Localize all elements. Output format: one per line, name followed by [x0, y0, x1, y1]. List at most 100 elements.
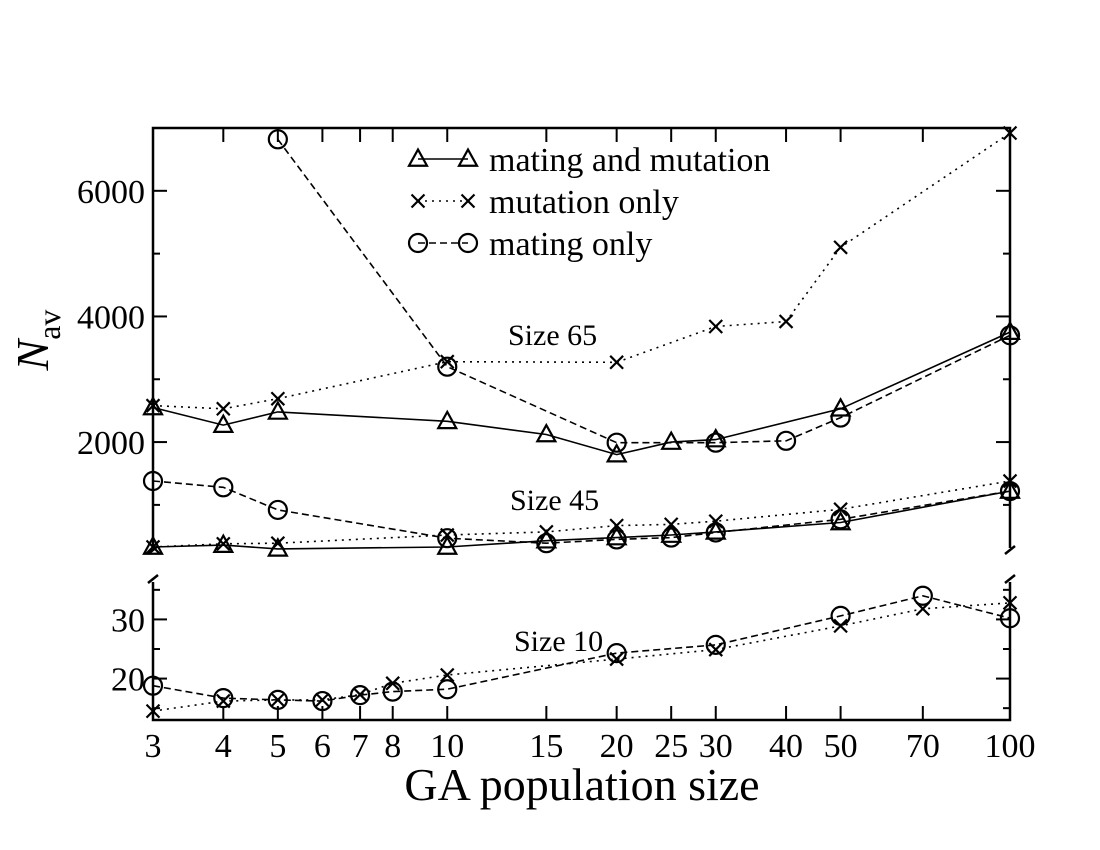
point-size-45-mating-only-x5 — [267, 499, 288, 521]
point-size-65-mating-and-mutation-x100 — [999, 320, 1021, 340]
series-line-size-45-mating-only — [152, 480, 1011, 545]
y-axis-title-subscript: av — [31, 310, 67, 340]
point-size-65-mating-only-x50 — [830, 407, 851, 428]
point-size-45-mating-and-mutation-x3 — [142, 535, 164, 555]
upper-ytick-label-4000: 4000 — [77, 299, 145, 336]
point-size-45-mating-and-mutation-x30 — [704, 520, 727, 540]
xtick-label-3: 3 — [145, 728, 162, 765]
point-size-65-mating-and-mutation-x3 — [142, 395, 164, 416]
xtick-label-8: 8 — [384, 728, 401, 765]
point-size-65-mutation-only-x3 — [145, 398, 161, 413]
point-size-65-mating-only-x20 — [606, 432, 627, 453]
legend-marker-left-mutation-only — [410, 193, 426, 209]
point-size-10-mutation-only-x10 — [439, 667, 455, 683]
point-size-45-mating-only-x30 — [705, 522, 726, 543]
point-size-65-mating-only-x5 — [267, 129, 288, 150]
upper-ytick-label-6000: 6000 — [77, 174, 145, 211]
point-size-45-mutation-only-x3 — [145, 539, 161, 555]
x-axis-title: GA population size — [404, 759, 759, 810]
point-size-45-mating-and-mutation-x25 — [660, 523, 683, 543]
point-size-10-mutation-only-x6-stroke-b — [315, 692, 330, 708]
point-size-10-mating-only-x5 — [267, 689, 288, 710]
annotation-size-10: Size 10 — [514, 625, 603, 658]
point-size-10-mutation-only-x6 — [315, 692, 330, 708]
xtick-label-6: 6 — [314, 728, 331, 765]
legend-symbol-mating-and-mutation — [407, 147, 479, 167]
series-line-size-65-mating-only — [277, 138, 1011, 444]
point-size-45-mating-and-mutation-x15 — [535, 528, 558, 549]
point-size-10-mutation-only-x7 — [352, 687, 368, 702]
tick-labels: 2000 4000 6000 20 30 3 4 5 6 7 8 10 15 20 25 30 40 50 70 10… — [77, 174, 1036, 765]
point-size-10-mutation-only-x10-stroke-b — [439, 667, 455, 683]
legend-symbol-mating-only — [407, 232, 479, 254]
xtick-label-4: 4 — [215, 728, 232, 765]
point-size-65-mating-only-x10 — [437, 356, 458, 377]
legend-symbol-mutation-only — [410, 193, 476, 209]
point-size-65-mutation-only-x100-stroke-b — [1002, 125, 1018, 141]
point-size-10-mutation-only-x100-stroke-b — [1002, 595, 1018, 611]
series-line-size-10-mutation-only — [152, 602, 1011, 712]
lower-ytick-label-30: 30 — [111, 602, 145, 639]
point-size-65-mutation-only-x10 — [439, 354, 455, 369]
point-size-65-mating-only-x40 — [775, 430, 797, 451]
point-size-45-mating-only-x25 — [661, 527, 682, 548]
xtick-label-15: 15 — [529, 728, 563, 765]
point-size-10-mutation-only-x100 — [1002, 595, 1018, 611]
point-size-45-mutation-only-x20 — [609, 518, 624, 533]
point-size-10-mating-only-x4 — [213, 688, 234, 709]
legend-marker-right-mating-and-mutation — [457, 147, 479, 167]
annotation-size-65: Size 65 — [508, 319, 597, 352]
xtick-label-100: 100 — [985, 728, 1036, 765]
point-size-10-mutation-only-x20 — [609, 651, 624, 667]
annotation-size-45: Size 45 — [510, 484, 599, 517]
point-size-45-mutation-only-x5 — [270, 535, 286, 551]
series-line-size-45-mutation-only — [152, 480, 1011, 548]
point-size-10-mating-only-x6 — [312, 690, 333, 712]
legend-label-mutation-only: mutation only — [489, 184, 679, 221]
point-size-65-mutation-only-x5 — [270, 391, 286, 406]
point-size-65-mating-only-x30 — [705, 432, 726, 453]
legend-marker-right-mutation-only — [460, 193, 476, 209]
point-size-10-mating-only-x8 — [382, 681, 403, 702]
xtick-label-40: 40 — [769, 728, 803, 765]
upper-ytick-label-2000: 2000 — [77, 425, 145, 462]
lower-ytick-label-20: 20 — [111, 662, 145, 699]
point-size-65-mutation-only-x40 — [778, 314, 794, 329]
point-size-45-mating-only-x20 — [606, 529, 627, 550]
point-size-65-mating-and-mutation-x20 — [605, 442, 628, 463]
point-size-65-mating-and-mutation-x15 — [535, 422, 558, 443]
legend-marker-left-mating-only — [407, 232, 429, 254]
xtick-label-20: 20 — [600, 728, 634, 765]
point-size-45-mutation-only-x4-stroke-b — [216, 536, 231, 552]
axis-break-left-lower — [147, 574, 159, 584]
point-size-65-mutation-only-x20 — [609, 355, 624, 370]
series-line-size-65-mating-and-mutation — [152, 331, 1011, 456]
point-size-10-mutation-only-x7-stroke-b — [352, 687, 368, 702]
point-size-10-mating-only-x10 — [437, 679, 458, 700]
axis-break-right-upper — [1004, 545, 1016, 555]
legend-marker-right-mutation-only-stroke-b — [460, 193, 476, 209]
point-size-65-mating-and-mutation-x25 — [660, 430, 683, 450]
point-size-65-mutation-only-x30 — [708, 319, 724, 334]
point-size-65-mutation-only-x4 — [216, 401, 231, 417]
series-lines — [152, 132, 1011, 712]
y-axis-title: Nav — [7, 310, 67, 372]
point-size-10-mating-only-x100 — [999, 608, 1021, 629]
point-size-45-mating-only-x100 — [999, 480, 1021, 502]
point-size-45-mutation-only-x4 — [216, 536, 231, 552]
lower-panel-frame — [151, 582, 1012, 722]
xtick-label-5: 5 — [269, 728, 286, 765]
point-size-65-mating-only-x100 — [999, 325, 1021, 346]
xtick-label-25: 25 — [654, 728, 688, 765]
point-size-45-mating-only-x10 — [437, 528, 458, 549]
point-size-45-mutation-only-x5-stroke-b — [270, 535, 286, 551]
legend-marker-right-mating-only — [457, 232, 479, 254]
point-size-45-mutation-only-x3-stroke-b — [145, 539, 161, 555]
legend-marker-left-mating-and-mutation — [407, 147, 429, 167]
xtick-label-10: 10 — [430, 728, 464, 765]
point-size-10-mating-only-x7 — [349, 685, 371, 706]
point-size-65-mutation-only-x4-stroke-b — [216, 401, 231, 417]
point-size-45-mating-and-mutation-x20 — [605, 525, 628, 546]
point-size-10-mating-only-x20 — [606, 643, 627, 664]
xtick-label-70: 70 — [906, 728, 940, 765]
